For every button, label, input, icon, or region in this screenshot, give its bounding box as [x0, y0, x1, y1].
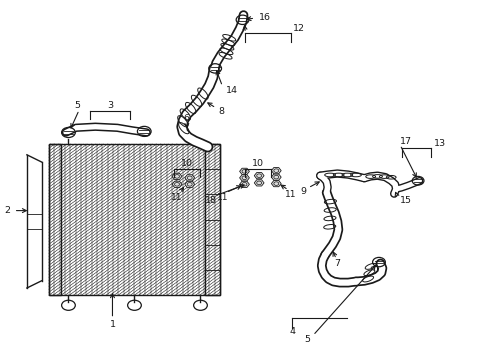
Polygon shape [271, 180, 281, 187]
Text: 9: 9 [300, 187, 305, 196]
Text: 8: 8 [218, 107, 224, 116]
Text: 13: 13 [433, 139, 445, 148]
Polygon shape [184, 181, 194, 188]
Polygon shape [239, 175, 249, 181]
Text: 11: 11 [171, 193, 183, 202]
Text: 10: 10 [252, 159, 264, 168]
Text: 10: 10 [181, 159, 192, 168]
Text: 5: 5 [304, 335, 309, 343]
Polygon shape [184, 175, 194, 181]
Polygon shape [172, 173, 182, 180]
Bar [49, 144, 220, 295]
Text: 3: 3 [107, 101, 113, 110]
Text: 7: 7 [334, 259, 340, 268]
Bar [205, 144, 220, 295]
Polygon shape [239, 181, 249, 188]
Polygon shape [254, 172, 264, 179]
Text: 17: 17 [399, 136, 411, 145]
Text: 1: 1 [109, 320, 115, 329]
Text: 5: 5 [74, 100, 80, 109]
Text: 12: 12 [293, 24, 305, 33]
Polygon shape [239, 168, 249, 175]
Text: 11: 11 [285, 190, 296, 199]
Text: 11: 11 [216, 193, 228, 202]
Polygon shape [172, 181, 182, 188]
Text: 18: 18 [205, 197, 217, 205]
Text: 6: 6 [183, 113, 189, 122]
Text: 2: 2 [4, 206, 10, 215]
Polygon shape [254, 180, 264, 186]
Bar [49, 144, 61, 295]
Text: 16: 16 [259, 13, 271, 22]
Polygon shape [271, 167, 281, 174]
Text: 4: 4 [289, 327, 295, 336]
Text: 15: 15 [399, 197, 411, 205]
Polygon shape [271, 174, 281, 180]
Text: 14: 14 [225, 86, 238, 95]
